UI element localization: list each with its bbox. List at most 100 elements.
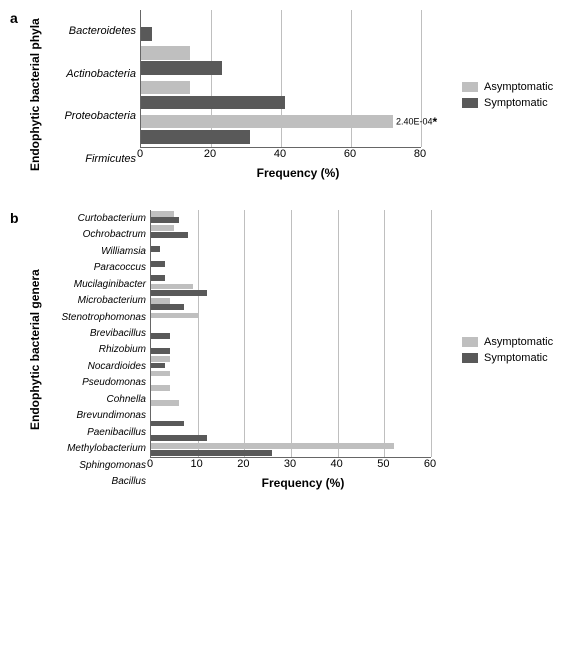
chart-a: a Endophytic bacterial phyla Bacteroidet… [10, 10, 562, 180]
bar-group [151, 413, 431, 428]
bar-asymptomatic [141, 46, 190, 60]
bar-group [151, 384, 431, 399]
chart-a-category-labels: Bacteroidetes Actinobacteria Proteobacteri… [46, 10, 140, 180]
bar-group [151, 225, 431, 240]
chart-b-x-title: Frequency (%) [150, 476, 456, 490]
bar-symptomatic [151, 246, 160, 252]
category-label: Bacteroidetes [46, 25, 136, 37]
swatch-asym [462, 82, 478, 92]
legend-label-sym-b: Symptomatic [484, 352, 548, 364]
category-label: Rhizobium [46, 344, 146, 355]
swatch-sym [462, 98, 478, 108]
chart-a-x-ticks: 020406080 [140, 148, 420, 162]
category-label: Ochrobactrum [46, 229, 146, 240]
bar-symptomatic [151, 333, 170, 339]
chart-a-plot-wrap: 2.40E-04* 020406080 Frequency (%) [140, 10, 456, 180]
bar-group [151, 326, 431, 341]
legend-label-asym-b: Asymptomatic [484, 336, 553, 348]
bar-symptomatic [141, 61, 222, 75]
panel-label-a: a [10, 10, 18, 26]
legend-label-asym: Asymptomatic [484, 81, 553, 93]
bar-asymptomatic [151, 385, 170, 391]
bar-asymptomatic [151, 225, 174, 231]
chart-b-plot [150, 210, 431, 458]
swatch-asym [462, 337, 478, 347]
category-label: Stenotrophomonas [46, 312, 146, 323]
chart-b: b Endophytic bacterial genera Curtobacte… [10, 210, 562, 490]
category-label: Curtobacterium [46, 213, 146, 224]
bar-asymptomatic [151, 313, 198, 319]
bar-asymptomatic [141, 81, 190, 95]
bar-group [151, 355, 431, 370]
bar-symptomatic [151, 217, 179, 223]
category-label: Proteobacteria [46, 110, 136, 122]
chart-a-x-title: Frequency (%) [140, 166, 456, 180]
bar-symptomatic [151, 421, 184, 427]
bar-asymptomatic [151, 284, 193, 290]
chart-b-y-title: Endophytic bacterial genera [24, 210, 46, 490]
bar-group [151, 268, 431, 283]
bar-group [141, 79, 421, 113]
category-label: Actinobacteria [46, 68, 136, 80]
bar-asymptomatic [151, 400, 179, 406]
category-label: Firmicutes [46, 153, 136, 165]
category-label: Sphingomonas [46, 460, 146, 471]
chart-b-category-labels: Curtobacterium Ochrobactrum Williamsia Para… [46, 210, 150, 490]
legend-row-sym-b: Symptomatic [462, 352, 562, 364]
category-label: Brevibacillus [46, 328, 146, 339]
bar-asymptomatic [151, 371, 170, 377]
legend-row-sym: Symptomatic [462, 97, 562, 109]
bar-group [151, 442, 431, 457]
bar-group [151, 428, 431, 443]
chart-b-body: Endophytic bacterial genera Curtobacteri… [24, 210, 562, 490]
bar-symptomatic [151, 363, 165, 369]
bar-symptomatic [151, 348, 170, 354]
bar-symptomatic [151, 232, 188, 238]
bar-asymptomatic [151, 298, 170, 304]
category-label: Cohnella [46, 394, 146, 405]
legend-row-asym-b: Asymptomatic [462, 336, 562, 348]
legend-row-asym: Asymptomatic [462, 81, 562, 93]
bar-group [141, 10, 421, 44]
bar-asymptomatic: 2.40E-04* [141, 115, 393, 129]
chart-b-x-ticks: 0102030405060 [150, 458, 430, 472]
chart-b-legend: Asymptomatic Symptomatic [456, 210, 562, 490]
chart-a-body: Endophytic bacterial phyla Bacteroidetes… [24, 10, 562, 180]
category-label: Paracoccus [46, 262, 146, 273]
bar-symptomatic [151, 275, 165, 281]
category-label: Bacillus [46, 476, 146, 487]
category-label: Pseudomonas [46, 377, 146, 388]
bar-asymptomatic [151, 443, 394, 449]
category-label: Mucilaginibacter [46, 279, 146, 290]
chart-a-y-title: Endophytic bacterial phyla [24, 10, 46, 180]
bar-group [151, 399, 431, 414]
category-label: Methylobacterium [46, 443, 146, 454]
bar-group [151, 370, 431, 385]
bar-symptomatic [141, 96, 285, 110]
category-label: Paenibacillus [46, 427, 146, 438]
bar-group [151, 312, 431, 327]
category-label: Nocardioides [46, 361, 146, 372]
bar-group [151, 239, 431, 254]
bar-symptomatic [151, 290, 207, 296]
bar-annotation: 2.40E-04* [393, 115, 437, 129]
bar-group [151, 283, 431, 298]
category-label: Brevundimonas [46, 410, 146, 421]
panel-label-b: b [10, 210, 19, 226]
bar-symptomatic [151, 261, 165, 267]
bar-asymptomatic [151, 211, 174, 217]
bar-symptomatic [151, 304, 184, 310]
bar-symptomatic [151, 450, 272, 456]
bar-group [151, 210, 431, 225]
bar-group [151, 297, 431, 312]
swatch-sym [462, 353, 478, 363]
chart-a-legend: Asymptomatic Symptomatic [456, 10, 562, 180]
category-label: Williamsia [46, 246, 146, 257]
bar-group [151, 341, 431, 356]
bar-symptomatic [151, 435, 207, 441]
legend-label-sym: Symptomatic [484, 97, 548, 109]
chart-a-plot: 2.40E-04* [140, 10, 421, 148]
bar-group: 2.40E-04* [141, 113, 421, 147]
bar-symptomatic [141, 130, 250, 144]
chart-b-plot-wrap: 0102030405060 Frequency (%) [150, 210, 456, 490]
